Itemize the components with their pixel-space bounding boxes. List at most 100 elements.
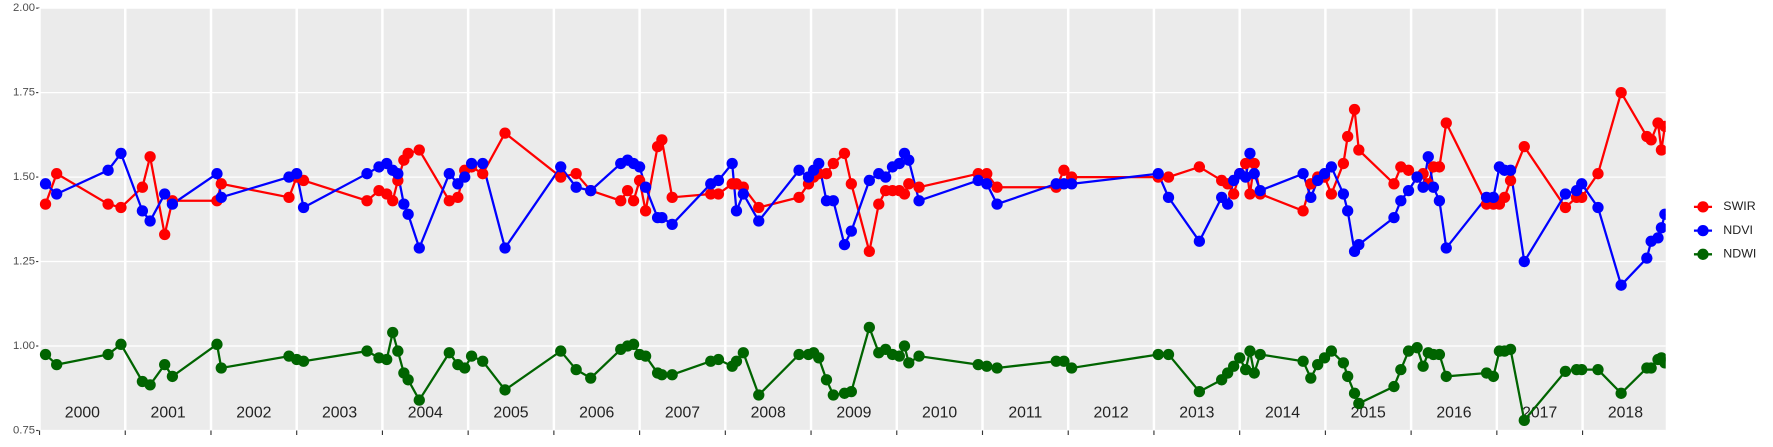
point	[570, 181, 582, 193]
point	[1645, 134, 1657, 146]
point	[215, 362, 227, 374]
point	[1152, 348, 1164, 361]
point	[863, 174, 875, 187]
point	[972, 174, 984, 187]
point	[1592, 168, 1604, 180]
point	[753, 389, 765, 401]
point	[913, 181, 925, 193]
point	[1058, 355, 1070, 367]
point	[639, 205, 652, 217]
point	[615, 195, 627, 207]
point	[402, 208, 414, 220]
point	[392, 345, 404, 357]
point	[1342, 205, 1354, 217]
year-label: 2018	[1608, 405, 1643, 422]
point	[666, 218, 678, 231]
point	[1353, 239, 1365, 251]
point	[387, 195, 399, 207]
point	[1152, 168, 1164, 180]
point	[991, 198, 1003, 210]
point	[712, 188, 725, 200]
year-label: 2005	[493, 405, 528, 422]
point	[1504, 343, 1517, 356]
point	[1645, 362, 1657, 374]
point	[1417, 360, 1429, 372]
point	[1193, 161, 1206, 173]
point	[1244, 345, 1256, 357]
point	[863, 321, 875, 334]
point	[459, 362, 471, 374]
point	[879, 171, 892, 183]
point	[144, 151, 156, 163]
point	[1337, 157, 1350, 170]
point	[737, 188, 749, 200]
year-label: 2007	[665, 405, 700, 422]
point	[893, 157, 905, 170]
point	[1254, 184, 1266, 197]
point	[1325, 188, 1338, 200]
point	[159, 358, 171, 371]
point	[633, 161, 646, 173]
point	[1353, 397, 1365, 410]
point	[712, 353, 725, 366]
year-label: 2008	[751, 405, 786, 422]
point	[51, 188, 63, 200]
point	[39, 178, 52, 190]
y-tick-label: 0.75	[13, 424, 35, 436]
point	[1440, 242, 1452, 254]
year-label: 2004	[408, 405, 443, 422]
legend-marker	[1697, 248, 1709, 260]
legend-label: NDWI	[1723, 247, 1756, 261]
point	[820, 168, 833, 180]
point	[51, 168, 63, 180]
year-label: 2010	[922, 405, 957, 422]
point	[730, 205, 743, 217]
point	[477, 168, 489, 180]
point	[1417, 181, 1429, 193]
point	[443, 347, 455, 359]
point	[1395, 364, 1407, 376]
point	[972, 358, 984, 371]
point	[555, 345, 567, 357]
point	[705, 188, 717, 200]
point	[1050, 355, 1062, 367]
point	[913, 195, 925, 207]
point	[903, 154, 915, 166]
point	[499, 384, 511, 396]
point	[1402, 345, 1415, 357]
point	[398, 198, 410, 210]
point	[452, 191, 464, 203]
point	[1559, 188, 1572, 200]
point	[1297, 205, 1309, 217]
point	[1615, 387, 1627, 399]
point	[297, 201, 310, 214]
point	[1353, 144, 1365, 156]
point	[115, 147, 127, 160]
point	[1487, 191, 1500, 203]
point	[585, 372, 597, 384]
point	[211, 338, 223, 350]
point	[1518, 255, 1530, 268]
point	[1162, 191, 1175, 203]
plot-area	[39, 86, 1666, 426]
point	[136, 205, 149, 217]
point	[102, 198, 114, 210]
point	[838, 147, 851, 160]
point	[1066, 362, 1078, 374]
point	[1498, 191, 1511, 203]
point	[215, 191, 227, 203]
year-label: 2017	[1522, 405, 1557, 422]
point	[1440, 370, 1452, 383]
point	[1422, 151, 1434, 163]
point	[827, 157, 839, 170]
point	[898, 340, 911, 352]
point	[499, 127, 511, 139]
legend-marker	[1697, 224, 1709, 237]
point	[1487, 370, 1500, 383]
y-tick-label: 1.75	[13, 87, 35, 99]
point	[1058, 164, 1070, 176]
point	[1395, 195, 1407, 207]
point	[136, 181, 149, 193]
point	[1240, 157, 1252, 170]
point	[1655, 144, 1666, 156]
